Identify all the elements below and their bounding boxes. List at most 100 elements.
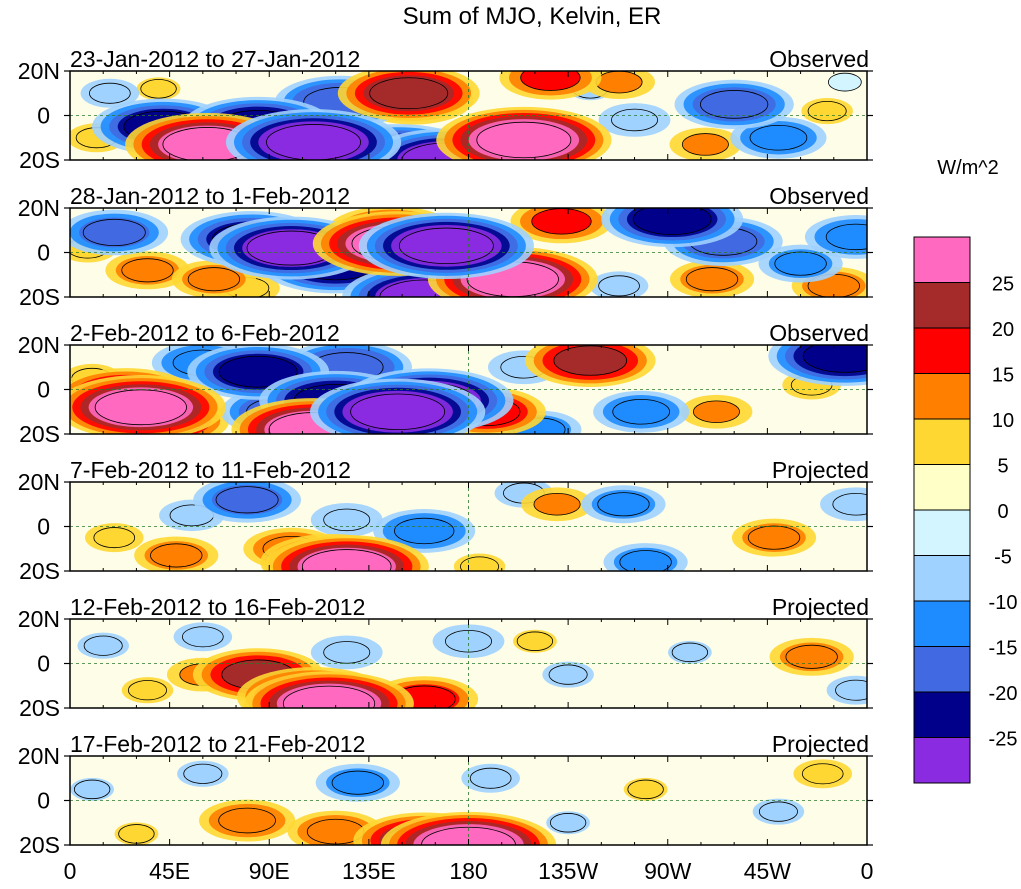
anomaly-core: [118, 824, 155, 844]
anomaly-core: [394, 517, 455, 545]
anomaly-core: [533, 492, 581, 516]
colorbar-swatch: [913, 236, 971, 283]
x-tick-label: 135W: [538, 858, 598, 884]
anomaly-core: [802, 345, 867, 373]
anomaly-core: [825, 223, 867, 251]
x-tick-label: 135E: [342, 858, 396, 884]
anomaly-core: [150, 543, 203, 568]
colorbar-level-label: -15: [989, 638, 1018, 660]
anomaly-core: [460, 556, 500, 571]
anomaly-field: [70, 345, 867, 434]
y-tick-label: 20S: [19, 147, 60, 173]
anomaly-core: [82, 218, 146, 247]
panels: 20N 0 20S 23-Jan-2012 to 27-Jan-2012 Observe…: [18, 46, 873, 858]
anomaly-core: [671, 642, 709, 663]
y-tick-label: 20N: [18, 195, 60, 221]
anomaly-core: [685, 267, 739, 292]
panel-status: Observed: [769, 320, 869, 346]
anomaly-core: [785, 644, 838, 669]
anomaly-core: [140, 79, 177, 99]
anomaly-core: [612, 398, 671, 425]
y-tick-label: 20S: [19, 695, 60, 721]
y-tick-label: 0: [37, 651, 50, 677]
panel-status: Observed: [769, 183, 869, 209]
anomaly-core: [548, 664, 588, 685]
y-tick-label: 20N: [18, 469, 60, 495]
anomaly-core: [747, 525, 801, 550]
y-tick-label: 20N: [18, 743, 60, 769]
anomaly-core: [187, 267, 241, 292]
anomaly-field: [70, 71, 862, 160]
anomaly-core: [516, 631, 554, 651]
panel-period: 2-Feb-2012 to 6-Feb-2012: [70, 320, 340, 346]
anomaly-core: [632, 208, 712, 235]
x-tick-label: 0: [861, 858, 874, 884]
anomaly-core: [301, 549, 392, 571]
panel-period: 28-Jan-2012 to 1-Feb-2012: [70, 183, 350, 209]
anomaly-core: [476, 121, 572, 159]
y-tick-label: 0: [37, 514, 50, 540]
anomaly-core: [93, 527, 136, 549]
anomaly-core: [835, 679, 867, 701]
panel-2: 20N 0 20S 28-Jan-2012 to 1-Feb-2012 Observed: [18, 183, 873, 310]
anomaly-field: [70, 759, 853, 845]
anomaly-core: [121, 258, 174, 283]
colorbar-swatch: [913, 691, 971, 738]
anomaly-core: [469, 767, 512, 789]
anomaly-core: [323, 641, 371, 664]
anomaly-core: [681, 133, 729, 156]
anomaly-core: [597, 492, 650, 517]
colorbar-swatch: [913, 555, 971, 602]
colorbar-swatch: [913, 282, 971, 329]
anomaly-core: [598, 275, 640, 297]
anomaly-core: [758, 801, 798, 822]
y-tick-label: 0: [37, 377, 50, 403]
x-tick-label: 90E: [249, 858, 290, 884]
anomaly-core: [595, 71, 643, 94]
x-tick-label: 90W: [644, 858, 692, 884]
anomaly-core: [807, 100, 847, 122]
anomaly-core: [553, 345, 628, 376]
y-tick-label: 20S: [19, 832, 60, 858]
anomaly-core: [83, 635, 123, 656]
anomaly-core: [549, 813, 587, 833]
colorbar-unit: W/m^2: [937, 157, 999, 179]
panel-status: Observed: [769, 46, 869, 72]
anomaly-core: [444, 630, 492, 653]
colorbar: W/m^2 25 20 15 10 5 0 -5 -10 -15 -20 -25: [913, 157, 1018, 784]
figure-title: Sum of MJO, Kelvin, ER: [403, 3, 662, 30]
anomaly-core: [369, 77, 449, 110]
colorbar-swatch: [913, 464, 971, 511]
colorbar-level-label: -10: [989, 592, 1018, 614]
y-tick-label: 20S: [19, 558, 60, 584]
anomaly-core: [749, 124, 808, 151]
colorbar-level-label: 0: [997, 501, 1008, 523]
anomaly-core: [218, 807, 276, 834]
panel-5: 20N 0 20S 12-Feb-2012 to 16-Feb-2012 Project…: [18, 594, 873, 721]
anomaly-core: [73, 779, 111, 800]
colorbar-level-label: -25: [989, 729, 1018, 751]
panel-6: 20N 0 20S 17-Feb-2012 to 21-Feb-2012 Project…: [18, 731, 873, 858]
colorbar-swatch: [913, 418, 971, 465]
panel-status: Projected: [772, 594, 869, 620]
anomaly-core: [801, 763, 844, 785]
panel-3: 20N 0 20S 2-Feb-2012 to 6-Feb-2012 Observed: [18, 320, 873, 447]
y-tick-label: 0: [37, 103, 50, 129]
anomaly-core: [398, 227, 494, 265]
anomaly-core: [94, 389, 187, 426]
x-tick-label: 45E: [149, 858, 190, 884]
colorbar-level-label: 25: [992, 274, 1014, 296]
colorbar-level-label: 15: [992, 365, 1014, 387]
anomaly-core: [832, 493, 867, 516]
y-tick-label: 0: [37, 788, 50, 814]
colorbar-level-label: 20: [992, 319, 1014, 341]
panel-period: 23-Jan-2012 to 27-Jan-2012: [70, 46, 360, 72]
anomaly-core: [218, 355, 298, 388]
anomaly-core: [282, 685, 376, 708]
anomaly-core: [619, 550, 672, 571]
anomaly-field: [70, 208, 867, 297]
y-tick-label: 20N: [18, 606, 60, 632]
colorbar-swatch: [913, 600, 971, 647]
colorbar-swatch: [913, 327, 971, 374]
panel-1: 20N 0 20S 23-Jan-2012 to 27-Jan-2012 Observe…: [18, 46, 873, 173]
